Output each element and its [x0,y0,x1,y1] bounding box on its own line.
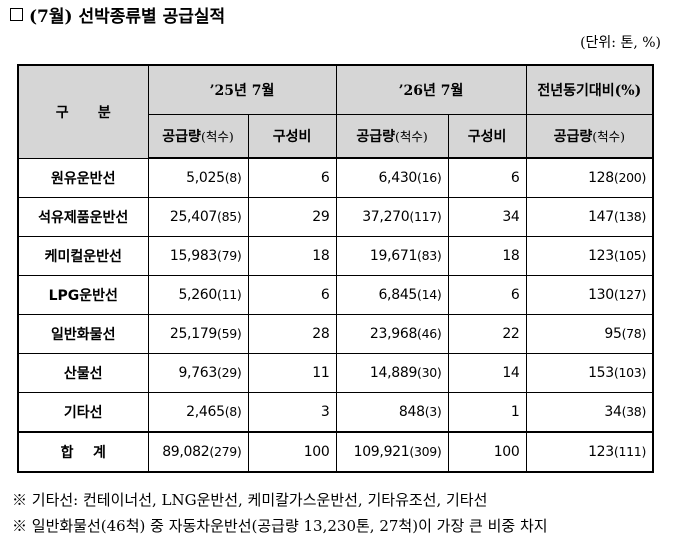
yoy-value: 130(127) [525,275,654,315]
header-supply-2025: 공급량(척수) [147,114,249,159]
row-category: 석유제품운반선 [17,197,149,237]
share-2026: 34 [447,197,527,237]
table-row: LPG운반선 5,260(11) 6 6,845(14) 6 130(127) [17,275,654,315]
table-row: 원유운반선 5,025(8) 6 6,430(16) 6 128(200) [17,157,654,198]
header-category: 구 분 [17,64,149,159]
supply-2025: 2,465(8) [147,392,249,433]
supply-2026: 6,845(14) [335,275,449,315]
supply-2026: 848(3) [335,392,449,433]
yoy-value: 123(105) [525,236,654,276]
share-2026: 1 [447,392,527,433]
row-category: 합 계 [17,431,149,473]
footnote-general-cargo: ※ 일반화물선(46척) 중 자동차운반선(공급량 13,230톤, 27척)이… [12,517,548,535]
header-supply-2026: 공급량(척수) [335,114,449,159]
table-row: 기타선 2,465(8) 3 848(3) 1 34(38) [17,392,654,433]
header-yoy: 전년동기대비(%) [525,64,654,115]
yoy-value: 95(78) [525,314,654,354]
share-2025: 6 [247,275,337,315]
supply-2026: 37,270(117) [335,197,449,237]
supply-2025: 15,983(79) [147,236,249,276]
title-text: (7월) 선박종류별 공급실적 [29,7,226,27]
share-2026: 100 [447,431,527,473]
supply-2025: 89,082(279) [147,431,249,473]
share-2026: 14 [447,353,527,393]
footnote-other-ships: ※ 기타선: 컨테이너선, LNG운반선, 케미칼가스운반선, 기타유조선, 기… [12,491,488,509]
row-category: 산물선 [17,353,149,393]
share-2026: 6 [447,157,527,198]
supply-2026: 14,889(30) [335,353,449,393]
header-share-2025: 구성비 [247,114,337,159]
header-share-2026: 구성비 [447,114,527,159]
share-2025: 6 [247,157,337,198]
supply-2026: 23,968(46) [335,314,449,354]
header-supply-yoy: 공급량(척수) [525,114,654,159]
yoy-value: 147(138) [525,197,654,237]
yoy-value: 123(111) [525,431,654,473]
total-row: 합 계 89,082(279) 100 109,921(309) 100 123(111) [17,431,654,473]
header-2026: ’26년 7월 [335,64,527,115]
share-2026: 22 [447,314,527,354]
row-category: 케미컬운반선 [17,236,149,276]
supply-2025: 25,407(85) [147,197,249,237]
row-category: LPG운반선 [17,275,149,315]
yoy-value: 128(200) [525,157,654,198]
share-2025: 29 [247,197,337,237]
row-category: 기타선 [17,392,149,433]
table-row: 석유제품운반선 25,407(85) 29 37,270(117) 34 147(138) [17,197,654,237]
header-2025: ’25년 7월 [147,64,337,115]
row-category: 일반화물선 [17,314,149,354]
share-2025: 11 [247,353,337,393]
supply-2025: 5,260(11) [147,275,249,315]
supply-2026: 109,921(309) [335,431,449,473]
supply-2026: 19,671(83) [335,236,449,276]
share-2025: 3 [247,392,337,433]
supply-2025: 9,763(29) [147,353,249,393]
table-row: 일반화물선 25,179(59) 28 23,968(46) 22 95(78) [17,314,654,354]
yoy-value: 34(38) [525,392,654,433]
table-row: 산물선 9,763(29) 11 14,889(30) 14 153(103) [17,353,654,393]
report-title: (7월) 선박종류별 공급실적 [10,2,225,27]
supply-2025: 25,179(59) [147,314,249,354]
unit-label: (단위: 톤, %) [580,35,661,51]
supply-2026: 6,430(16) [335,157,449,198]
table-row: 케미컬운반선 15,983(79) 18 19,671(83) 18 123(105) [17,236,654,276]
checkbox-icon [10,8,23,21]
supply-2025: 5,025(8) [147,157,249,198]
share-2025: 100 [247,431,337,473]
share-2026: 6 [447,275,527,315]
share-2025: 18 [247,236,337,276]
share-2025: 28 [247,314,337,354]
share-2026: 18 [447,236,527,276]
yoy-value: 153(103) [525,353,654,393]
row-category: 원유운반선 [17,157,149,198]
supply-table: 구 분 ’25년 7월 ’26년 7월 전년동기대비(%) 공급량(척수) 구성… [17,64,655,473]
